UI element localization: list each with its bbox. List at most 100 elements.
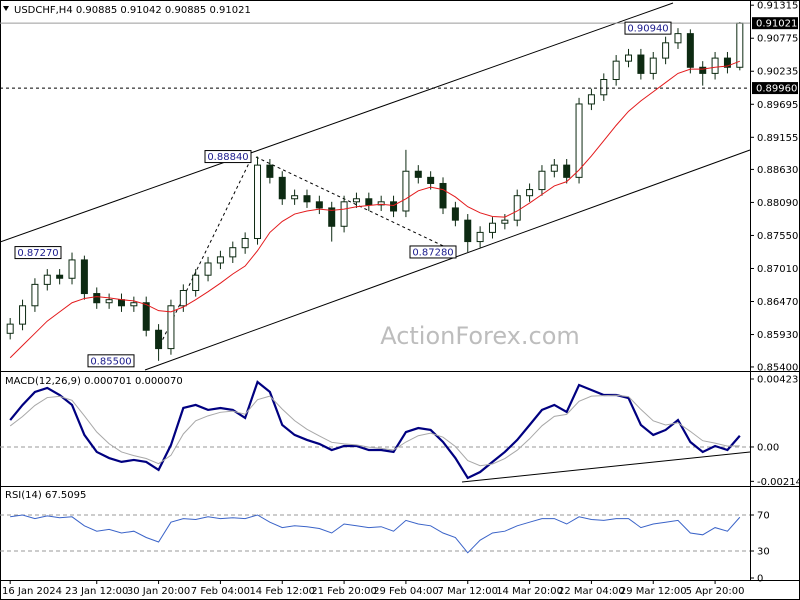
candle-body (328, 207, 336, 227)
annotation-label: 0.87270 (17, 248, 58, 259)
y-tick-label: -0.002142 (757, 477, 800, 488)
candle-body (291, 195, 299, 200)
candle-body (266, 164, 274, 178)
candle-body (711, 57, 719, 74)
y-tick-label: 0.87550 (757, 231, 798, 242)
level-label: 0.89960 (756, 84, 797, 95)
candle-body (662, 42, 670, 59)
x-tick-label: 30 Jan 20:00 (127, 586, 190, 597)
candle-body (105, 299, 113, 304)
candle-body (501, 219, 509, 224)
candle-body (254, 164, 262, 240)
annotation-label: 0.87280 (412, 247, 453, 258)
candle-body (31, 283, 39, 307)
candle-body (117, 299, 125, 307)
candle-body (563, 164, 571, 178)
annotation-label: 0.90940 (627, 24, 668, 35)
annotation-label: 0.85500 (90, 356, 131, 367)
y-tick-label: 0.00 (757, 442, 779, 453)
candle-body (488, 222, 496, 233)
candle-body (736, 22, 744, 68)
y-tick-label: 0.87010 (757, 264, 798, 275)
candle-body (451, 207, 459, 221)
candle-body (155, 329, 163, 350)
candle-body (625, 54, 633, 62)
candle-body (439, 182, 447, 209)
candle-body (575, 103, 583, 178)
wave-line (159, 156, 253, 346)
candle-body (402, 170, 410, 212)
y-tick-label: 0.89155 (757, 133, 798, 144)
candle-body (68, 259, 76, 279)
moving-average (9, 60, 741, 359)
annotation-box (87, 354, 135, 368)
indicator-line (10, 514, 741, 554)
y-tick-label: 0.90775 (757, 34, 798, 45)
candle-body (315, 201, 323, 209)
candle-body (550, 164, 558, 172)
x-tick-label: 14 Mar 20:00 (496, 586, 563, 597)
candle-body (513, 195, 521, 221)
candle-body (390, 201, 398, 212)
y-tick-label: 0.91315 (757, 1, 798, 12)
candle-body (587, 94, 595, 105)
candle-body (674, 33, 682, 44)
macd-title: MACD(12,26,9) 0.000701 0.000070 (5, 376, 183, 387)
candle-body (377, 201, 385, 206)
candle-body (93, 293, 101, 304)
x-tick-label: 23 Jan 12:00 (65, 586, 128, 597)
candle-body (130, 302, 138, 307)
candle-body (352, 198, 360, 203)
indicator-line (9, 394, 740, 467)
candle-body (179, 289, 187, 307)
candle-body (649, 57, 657, 74)
candle-body (167, 305, 175, 350)
annotation-box (409, 245, 457, 259)
annotation-box (624, 21, 672, 35)
last-price-label: 0.91021 (756, 19, 797, 30)
last-price-box (752, 17, 798, 30)
candle-body (699, 66, 707, 74)
candle-body (19, 305, 27, 325)
macd-trend-line (461, 451, 751, 483)
x-tick-label: 22 Mar 04:00 (558, 586, 625, 597)
y-tick-label: 70 (757, 511, 770, 522)
y-tick-label: 0.86470 (757, 297, 798, 308)
candle-body (414, 170, 422, 178)
annotation-box (14, 246, 62, 260)
candle-body (80, 259, 88, 295)
candle-body (278, 176, 286, 200)
candle-body (427, 176, 435, 184)
candle-body (538, 170, 546, 191)
candle-body (6, 323, 14, 334)
x-tick-label: 7 Feb 04:00 (191, 586, 250, 597)
candle-body (600, 79, 608, 96)
candle-body (142, 302, 150, 331)
candle-body (464, 219, 472, 243)
y-tick-label: 0 (757, 574, 763, 585)
chart-title: USDCHF,H4 0.90885 0.91042 0.90885 0.9102… (14, 5, 251, 16)
candle-body (241, 238, 249, 249)
rsi-title: RSI(14) 67.5095 (5, 490, 86, 501)
candle-body (56, 274, 64, 279)
x-tick-label: 21 Feb 20:00 (311, 586, 377, 597)
x-tick-label: 5 Apr 20:00 (686, 586, 745, 597)
y-tick-label: 0.85400 (757, 362, 798, 373)
channel-line (144, 149, 751, 371)
y-tick-label: 0.88630 (757, 165, 798, 176)
x-tick-label: 7 Mar 12:00 (438, 586, 498, 597)
x-tick-label: 29 Feb 04:00 (373, 586, 439, 597)
channel-line (0, 2, 674, 243)
y-tick-label: 0.004237 (757, 374, 800, 385)
y-tick-label: 30 (757, 547, 770, 558)
y-tick-label: 0.89695 (757, 100, 798, 111)
watermark: ActionForex.com (380, 322, 580, 350)
y-tick-label: 0.88090 (757, 198, 798, 209)
y-tick-label: 0.85930 (757, 330, 798, 341)
candle-body (723, 57, 731, 68)
candle-body (637, 54, 645, 74)
annotation-box (204, 150, 252, 164)
x-tick-label: 16 Jan 2024 (2, 586, 62, 597)
annotation-label: 0.88840 (207, 152, 248, 163)
